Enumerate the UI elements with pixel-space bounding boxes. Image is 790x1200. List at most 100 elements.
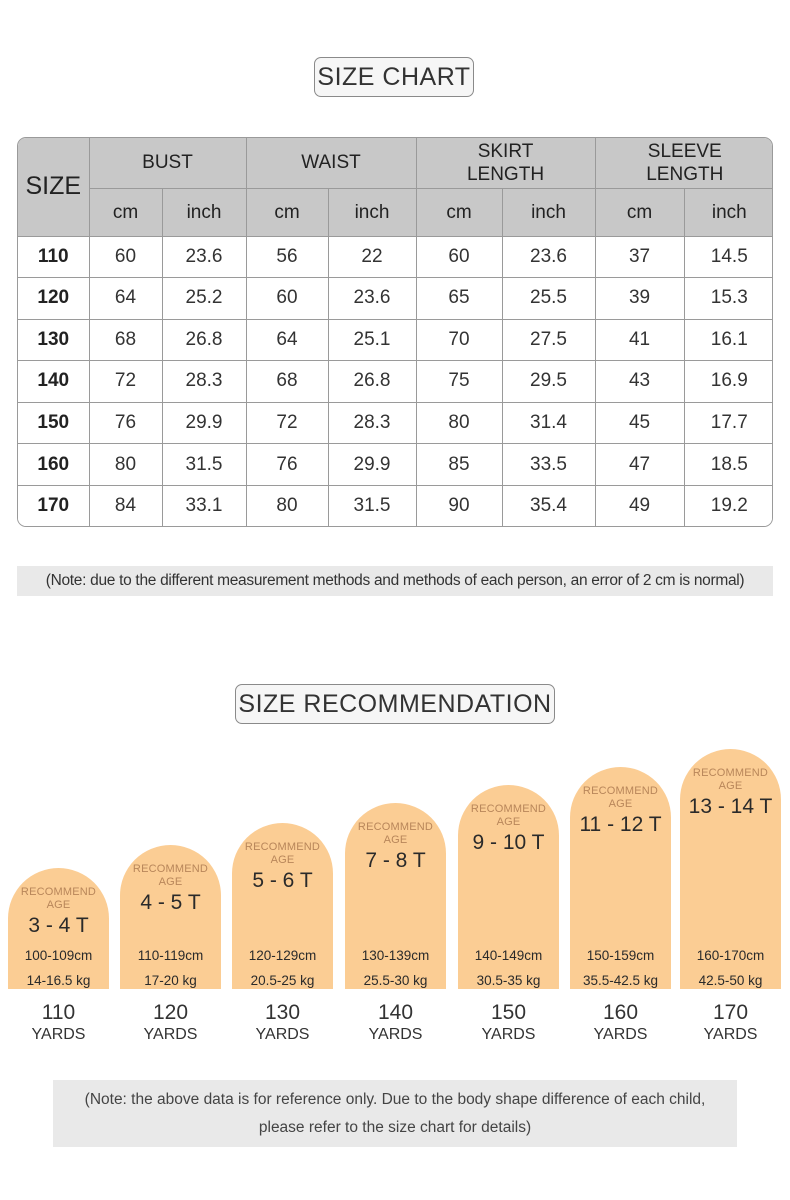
height-range: 120-129cm [248,948,317,963]
table-row: 140 72 28.3 68 26.8 75 29.5 43 16.9 [18,360,772,403]
table-cell: 45 [594,401,685,445]
sleeve-length-header: SLEEVE LENGTH [594,138,772,189]
size-unit: YARDS [143,1026,198,1043]
age-label: AGE [46,899,71,911]
table-cell: 60 [88,235,163,279]
age-label: AGE [496,816,521,828]
size-number: 150 [490,1001,527,1024]
size-column-header: SIZE [18,138,90,237]
recommend-label: RECOMMEND [692,767,769,779]
unit-header: cm [89,187,163,237]
recommend-label: RECOMMEND [132,863,209,875]
table-cell: 64 [88,277,163,320]
reference-note-line2: please refer to the size chart for detai… [258,1118,532,1136]
age-range: 3 - 4 T [28,914,89,937]
recommend-label: RECOMMEND [20,886,97,898]
table-cell: 90 [415,484,503,526]
table-cell: 31.4 [501,401,596,445]
recommendation-arch: RECOMMEND AGE 4 - 5 T 110-119cm 17-20 kg [120,845,221,989]
size-unit: YARDS [31,1026,86,1043]
size-number: 120 [152,1001,189,1024]
table-row: 160 80 31.5 76 29.9 85 33.5 47 18.5 [18,443,772,486]
table-cell: 70 [415,318,503,362]
table-cell: 16.1 [683,318,772,362]
table-cell: 39 [594,277,685,320]
table-cell: 28.3 [161,360,247,403]
age-label: AGE [270,854,295,866]
recommend-label: RECOMMEND [244,841,321,853]
size-yards-label: 140 YARDS [345,1001,446,1045]
size-cell: 130 [18,318,90,362]
table-cell: 16.9 [683,360,772,403]
table-cell: 72 [88,360,163,403]
size-yards-label: 160 YARDS [570,1001,671,1045]
table-cell: 15.3 [683,277,772,320]
height-range: 110-119cm [137,948,204,963]
table-cell: 31.5 [327,484,417,526]
table-cell: 41 [594,318,685,362]
height-range: 130-139cm [361,948,430,963]
table-cell: 19.2 [683,484,772,526]
table-cell: 68 [88,318,163,362]
table-cell: 80 [88,443,163,486]
recommend-label: RECOMMEND [582,785,659,797]
table-cell: 28.3 [327,401,417,445]
height-range: 160-170cm [696,948,765,963]
recommendation-arch: RECOMMEND AGE 5 - 6 T 120-129cm 20.5-25 kg [232,823,333,989]
recommend-label: RECOMMEND [470,803,547,815]
size-cell: 140 [18,360,90,403]
recommend-label: RECOMMEND [357,821,434,833]
table-cell: 60 [245,277,329,320]
recommendation-arch: RECOMMEND AGE 13 - 14 T 160-170cm 42.5-50 kg [680,749,781,989]
age-range: 9 - 10 T [472,831,545,854]
weight-range: 17-20 kg [144,973,197,988]
age-label: AGE [158,876,183,888]
size-yards-label: 170 YARDS [680,1001,781,1045]
size-number: 110 [41,1001,76,1024]
size-yards-label: 150 YARDS [458,1001,559,1045]
age-label: AGE [718,780,743,792]
age-range: 7 - 8 T [365,849,426,872]
size-recommendation-title: SIZE RECOMMENDATION [235,684,555,724]
table-cell: 85 [415,443,503,486]
weight-range: 25.5-30 kg [363,973,428,988]
table-cell: 75 [415,360,503,403]
age-range: 13 - 14 T [688,795,773,818]
table-cell: 31.5 [161,443,247,486]
weight-range: 35.5-42.5 kg [582,973,659,988]
size-cell: 160 [18,443,90,486]
table-row: 150 76 29.9 72 28.3 80 31.4 45 17.7 [18,401,772,445]
weight-range: 42.5-50 kg [698,973,763,988]
reference-note-line1: (Note: the above data is for reference o… [84,1090,706,1108]
age-range: 11 - 12 T [579,813,662,836]
table-cell: 72 [245,401,329,445]
unit-header: cm [415,187,503,237]
size-yards-label: 130 YARDS [232,1001,333,1045]
table-cell: 76 [245,443,329,486]
table-cell: 29.5 [501,360,596,403]
weight-range: 20.5-25 kg [250,973,315,988]
table-row: 110 60 23.6 56 22 60 23.6 37 14.5 [18,235,772,279]
recommendation-arch: RECOMMEND AGE 3 - 4 T 100-109cm 14-16.5 kg [8,868,109,989]
table-cell: 23.6 [501,235,596,279]
table-cell: 29.9 [161,401,247,445]
table-cell: 18.5 [683,443,772,486]
size-chart-title: SIZE CHART [314,57,474,97]
table-cell: 25.2 [161,277,247,320]
table-cell: 47 [594,443,685,486]
size-cell: 120 [18,277,90,320]
table-cell: 43 [594,360,685,403]
size-unit: YARDS [255,1026,310,1043]
table-cell: 26.8 [327,360,417,403]
age-label: AGE [383,834,408,846]
table-row: 170 84 33.1 80 31.5 90 35.4 49 19.2 [18,484,772,526]
size-number: 170 [712,1001,749,1024]
size-yards-label: 110 YARDS [8,1001,109,1045]
size-chart-table: SIZE BUST WAIST SKIRT LENGTH SLEEVE LENGTH… [17,137,773,527]
table-row: 120 64 25.2 60 23.6 65 25.5 39 15.3 [18,277,772,320]
table-cell: 56 [245,235,329,279]
table-cell: 33.1 [161,484,247,526]
table-cell: 23.6 [327,277,417,320]
size-number: 130 [264,1001,301,1024]
reference-note: (Note: the above data is for reference o… [53,1080,737,1147]
